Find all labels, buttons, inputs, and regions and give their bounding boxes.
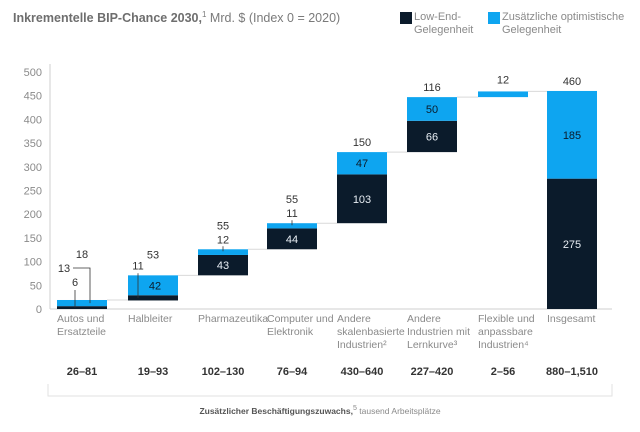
bar-segment-low-end <box>57 306 107 309</box>
data-label-total: 55 <box>217 220 229 232</box>
x-tick-label: Computer und Elektronik <box>267 313 334 338</box>
x-tick-label-line: Andere <box>337 313 371 325</box>
x-tick-label: Insgesamt <box>547 313 596 325</box>
legend-label-optimistic: Zusätzliche optimistische Gelegenheit <box>502 11 625 36</box>
x-tick-label-line: anpassbare <box>478 326 533 338</box>
x-tick-label-line: Computer und <box>267 313 334 325</box>
y-tick-label: 200 <box>24 209 42 221</box>
data-label-low-end: 275 <box>563 239 581 251</box>
bar-segment-optimistic <box>547 90 597 179</box>
employment-value: 26–81 <box>67 366 98 378</box>
x-tick-label-line: Industrien mit <box>407 326 470 338</box>
x-tick-label-line: Flexible und <box>478 313 535 325</box>
bar-segment-optimistic <box>57 299 107 307</box>
data-label-total: 18 <box>76 249 88 261</box>
data-label-total: 460 <box>563 76 581 88</box>
x-tick-label: Andere Industrien mit Lernkurve³ <box>407 313 470 351</box>
x-tick-label-line: Elektronik <box>267 326 314 338</box>
data-label-optimistic: 42 <box>149 280 161 292</box>
y-tick-label: 300 <box>24 162 42 174</box>
employment-value: 19–93 <box>138 366 169 378</box>
x-tick-label-line: Ersatzteile <box>57 326 106 338</box>
y-tick-label: 250 <box>24 186 42 198</box>
chart-title: Inkrementelle BIP-Chance 2030,1 Mrd. $ (… <box>13 10 341 26</box>
y-tick-label: 450 <box>24 91 42 103</box>
bar-segment-low-end <box>198 254 248 276</box>
bar-segment-low-end <box>337 174 387 224</box>
data-label-total: 116 <box>423 82 441 94</box>
data-label-optimistic: 11 <box>286 208 297 220</box>
data-label-optimistic: 12 <box>217 234 229 246</box>
x-tick-label-line: Autos und <box>57 313 104 325</box>
x-tick-label: Autos und Ersatzteile <box>57 313 106 338</box>
data-label-low-end: 44 <box>286 234 298 246</box>
data-label-optimistic: 50 <box>426 104 438 116</box>
data-label-low-end: 11 <box>132 260 143 272</box>
y-tick-label: 400 <box>24 114 42 126</box>
x-tick-label: Flexible und anpassbare Industrien⁴ <box>478 313 535 351</box>
employment-value: 430–640 <box>341 366 384 378</box>
bar-segment-optimistic <box>337 152 387 175</box>
employment-value: 76–94 <box>277 366 308 378</box>
x-tick-label: Andere skalenbasierte Industrien² <box>337 313 405 351</box>
data-label-optimistic: 47 <box>356 158 368 170</box>
data-label-total: 53 <box>147 249 159 261</box>
data-label-total: 55 <box>286 194 298 206</box>
x-tick-label: Pharmazeutika <box>198 313 268 325</box>
x-tick-label-line: Lernkurve³ <box>407 339 458 351</box>
data-label-optimistic: 185 <box>563 130 581 142</box>
bar-segment-optimistic <box>407 97 457 121</box>
x-tick-label-line: Andere <box>407 313 441 325</box>
x-tick-label: Halbleiter <box>128 313 173 325</box>
data-label-optimistic: 13 <box>58 263 70 275</box>
x-tick-label-line: Industrien² <box>337 339 387 351</box>
x-tick-label-line: Pharmazeutika <box>198 313 268 325</box>
x-tick-label-line: Halbleiter <box>128 313 173 325</box>
leader-line <box>73 267 91 304</box>
employment-bracket <box>47 384 613 397</box>
legend-swatch-low-end <box>400 12 412 24</box>
data-label-total: 150 <box>353 137 371 149</box>
data-label-low-end: 6 <box>72 277 78 289</box>
employment-value: 2–56 <box>491 366 515 378</box>
employment-value: 227–420 <box>411 366 454 378</box>
bar-segment-low-end <box>407 120 457 153</box>
y-tick-label: 150 <box>24 233 42 245</box>
y-tick-label: 100 <box>24 257 42 269</box>
bar-segment-low-end <box>267 228 317 250</box>
employment-value: 880–1,510 <box>546 366 598 378</box>
data-label-low-end: 66 <box>426 131 438 143</box>
x-tick-label-line: Industrien⁴ <box>478 339 529 351</box>
bar-segment-optimistic <box>198 249 248 255</box>
employment-value: 102–130 <box>202 366 245 378</box>
x-tick-label-line: Insgesamt <box>547 313 596 325</box>
employment-caption: Zusätzlicher Beschäftigungszuwachs,5 tau… <box>199 404 441 416</box>
legend-label-low-end: Low-End- Gelegenheit <box>414 11 474 36</box>
y-tick-label: 500 <box>24 67 42 79</box>
bar-segment-optimistic <box>267 223 317 229</box>
data-label-low-end: 43 <box>217 260 229 272</box>
data-label-total: 12 <box>497 74 509 86</box>
bar-segment-optimistic <box>128 275 178 296</box>
data-label-low-end: 103 <box>353 194 371 206</box>
bar-segment-low-end <box>128 295 178 301</box>
y-tick-label: 0 <box>36 304 42 316</box>
y-tick-label: 50 <box>30 280 42 292</box>
y-tick-label: 350 <box>24 138 42 150</box>
legend-swatch-optimistic <box>488 12 500 24</box>
bar-segment-low-end <box>547 178 597 309</box>
x-tick-label-line: skalenbasierte <box>337 326 405 338</box>
bar-segment-optimistic <box>478 91 528 98</box>
